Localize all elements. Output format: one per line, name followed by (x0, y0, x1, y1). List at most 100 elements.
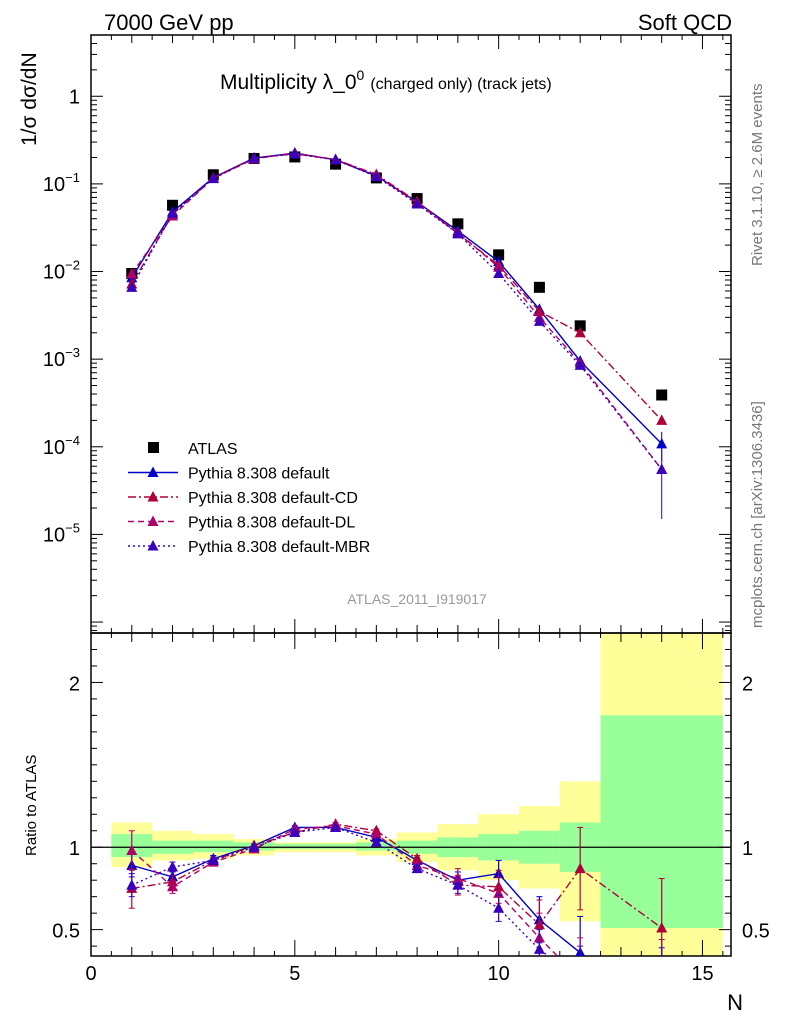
legend-label: Pythia 8.308 default-DL (188, 515, 355, 532)
ratio-series-marker (574, 862, 586, 874)
rivet-version-label: Rivet 3.1.10, ≥ 2.6M events (749, 84, 766, 267)
x-axis-title: N (727, 990, 743, 1015)
atlas-data-point (656, 389, 668, 401)
x-tick-label: 0 (85, 963, 96, 985)
ratio-series-marker (575, 973, 586, 984)
ratio-series-marker (289, 826, 301, 837)
header-category-label: Soft QCD (638, 10, 732, 35)
ratio-y-axis-title: Ratio to ATLAS (23, 755, 40, 856)
data-uncertainty-bands (111, 633, 723, 956)
atlas-data-point (533, 281, 545, 293)
y-tick-label-exponent: −2 (65, 258, 80, 273)
ratio-series-marker (370, 828, 382, 839)
legend-label: Pythia 8.308 default-CD (188, 490, 358, 507)
series-marker (370, 170, 382, 182)
plot-title-main: Multiplicity λ_0 (220, 71, 357, 94)
ratio-series-marker (411, 862, 423, 874)
series-marker (533, 315, 545, 326)
ratio-series (126, 818, 668, 994)
series-line (131, 153, 663, 421)
y-tick-label: 10−3 (43, 345, 80, 371)
series-marker (574, 359, 586, 370)
ratio-series-marker (126, 844, 138, 856)
y-tick-label-base: 10 (43, 437, 65, 459)
series-marker (411, 197, 423, 209)
ratio-series-marker (493, 902, 505, 913)
series-marker (574, 326, 586, 338)
plot-title-sup: 0 (357, 67, 365, 83)
y-tick-label-base: 10 (43, 349, 65, 371)
y-axis-title: 1/σ dσ/dN (18, 52, 41, 146)
legend-marker-atlas (148, 442, 159, 453)
main-series (126, 147, 668, 519)
ratio-series-marker (452, 879, 464, 890)
x-tick-label: 5 (289, 963, 300, 985)
main-axes: 110−110−210−310−410−5 (43, 34, 731, 633)
series-marker (126, 281, 138, 292)
legend-label: Pythia 8.308 default (188, 466, 330, 483)
series-marker (167, 207, 179, 218)
ratio-y-tick-label-right: 1 (742, 838, 753, 860)
ratio-series-line (131, 826, 581, 954)
ratio-plot-frame (90, 632, 732, 957)
atlas-data-point (167, 199, 179, 211)
y-tick-label-exponent: −1 (65, 170, 80, 185)
y-tick-label-base: 1 (69, 86, 80, 108)
legend: ATLAS Pythia 8.308 default Pythia 8.308 de… (128, 441, 370, 556)
series-line (131, 153, 663, 470)
series-marker (656, 414, 668, 425)
ratio-axes: 0.5 0.5 1 1 2 2 0 5 10 15 (52, 633, 770, 985)
atlas-data-point (493, 249, 505, 261)
plot-title-suffix: (charged only) (track jets) (370, 76, 551, 93)
legend-marker (147, 491, 159, 502)
atlas-data-point (452, 218, 464, 230)
ratio-series-marker (656, 983, 667, 994)
ratio-y-tick-label: 0.5 (52, 921, 80, 943)
y-tick-label: 10−5 (43, 520, 80, 546)
series-marker (493, 261, 505, 272)
ratio-y-tick-label: 2 (69, 673, 80, 695)
y-tick-label-base: 10 (43, 524, 65, 546)
ratio-series-marker (330, 821, 342, 832)
series-marker (493, 267, 505, 278)
y-tick-label-base: 10 (43, 262, 65, 284)
ratio-series-marker (126, 879, 138, 890)
ratio-series-marker (656, 921, 668, 933)
x-tick-label: 10 (488, 963, 510, 985)
series-line (131, 152, 663, 470)
y-tick-label-exponent: −4 (65, 433, 80, 448)
y-tick-label-exponent: −3 (65, 345, 80, 360)
series-marker (452, 227, 464, 239)
series-line (131, 152, 663, 445)
series-marker (207, 172, 219, 184)
band-inner (315, 843, 356, 849)
ratio-series-marker (575, 973, 586, 984)
analysis-id-label: ATLAS_2011_I919017 (347, 591, 487, 607)
ratio-y-tick-label-right: 0.5 (742, 921, 770, 943)
y-tick-label: 1 (69, 86, 80, 108)
legend-label: ATLAS (188, 441, 238, 458)
main-plot-frame (90, 34, 732, 634)
mcplots-label: mcplots.cern.ch [arXiv:1306.3436] (749, 401, 766, 628)
ratio-y-tick-label: 1 (69, 838, 80, 860)
plot-title: Multiplicity λ_00 (charged only) (track j… (220, 67, 552, 94)
ratio-series-marker (167, 861, 179, 872)
header-energy-label: 7000 GeV pp (104, 10, 234, 35)
ratio-series-marker (411, 852, 423, 864)
series-marker (330, 153, 342, 165)
y-tick-label-exponent: −5 (65, 520, 80, 535)
ratio-series-marker (167, 880, 179, 892)
legend-marker (147, 466, 159, 477)
legend-marker (147, 515, 159, 526)
band-inner (274, 843, 316, 849)
y-tick-label: 10−1 (43, 170, 80, 196)
band-inner (192, 840, 234, 853)
legend-marker (147, 540, 159, 551)
atlas-data-point (574, 320, 586, 332)
y-tick-label-base: 10 (43, 174, 65, 196)
ratio-series-marker (533, 943, 545, 954)
ratio-y-tick-label-right: 2 (742, 673, 753, 695)
series-marker (248, 152, 260, 163)
legend-label: Pythia 8.308 default-MBR (188, 539, 370, 556)
